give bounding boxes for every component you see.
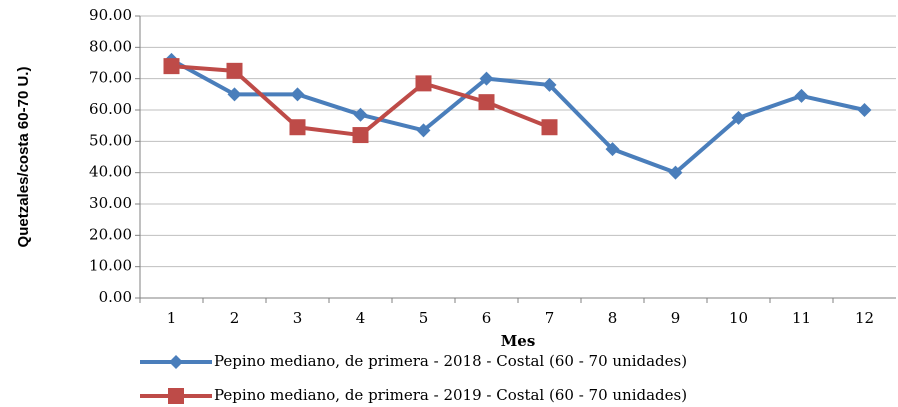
x-tick-label: 9 (671, 309, 681, 327)
legend-label: Pepino mediano, de primera - 2019 - Cost… (214, 386, 687, 404)
x-tick-label: 3 (293, 309, 303, 327)
x-tick-label: 12 (855, 309, 874, 327)
data-point (857, 103, 872, 117)
x-axis-title: Mes (501, 332, 536, 350)
data-point (416, 123, 431, 138)
y-tick-label: 80.00 (89, 37, 132, 55)
data-point (668, 165, 683, 180)
y-tick-label: 60.00 (89, 100, 132, 118)
data-point (605, 142, 620, 157)
data-point (227, 87, 242, 102)
series-line (170, 58, 865, 175)
data-point (163, 58, 180, 75)
x-tick-label: 6 (482, 309, 492, 327)
y-axis-title: Quetzales/costa 60-70 U.) (15, 67, 32, 248)
y-tick-label: 20.00 (89, 225, 132, 243)
x-tick-label: 7 (545, 309, 555, 327)
data-point (541, 119, 558, 136)
x-tick-label: 8 (608, 309, 618, 327)
data-point (479, 71, 494, 86)
x-tick-label: 10 (729, 309, 748, 327)
data-point (415, 75, 432, 92)
y-tick-label: 70.00 (89, 69, 132, 87)
y-tick-label: 30.00 (89, 194, 132, 212)
y-tick-label: 90.00 (89, 6, 132, 24)
x-tick-label: 1 (167, 309, 177, 327)
legend-marker (169, 355, 183, 369)
data-point (731, 110, 746, 125)
y-tick-label: 0.00 (99, 288, 132, 306)
data-point (478, 94, 495, 111)
data-point (226, 62, 243, 79)
x-tick-label: 4 (356, 309, 366, 327)
data-point (290, 87, 305, 102)
y-tick-label: 10.00 (89, 257, 132, 275)
y-tick-label: 50.00 (89, 131, 132, 149)
data-point (794, 88, 809, 103)
y-tick-label: 40.00 (89, 163, 132, 181)
data-point (353, 107, 368, 122)
x-tick-label: 2 (230, 309, 240, 327)
x-tick-label: 5 (419, 309, 429, 327)
data-point (352, 127, 369, 144)
data-point (542, 77, 557, 92)
data-point (289, 119, 306, 136)
legend-label: Pepino mediano, de primera - 2018 - Cost… (214, 352, 687, 370)
legend-marker (168, 388, 184, 404)
x-tick-label: 11 (792, 309, 811, 327)
